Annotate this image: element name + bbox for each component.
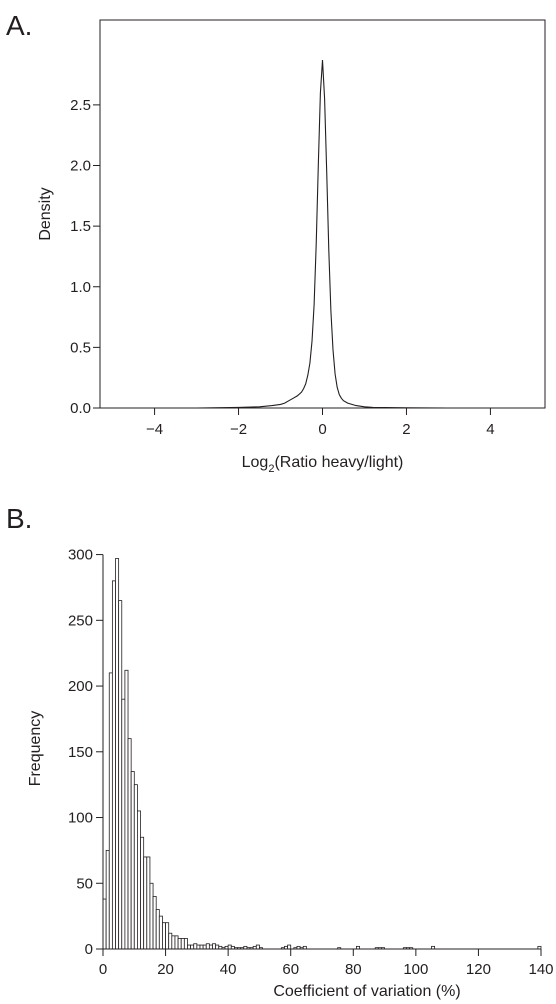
x-tick-label: 120	[466, 961, 491, 978]
histogram-bar	[196, 944, 201, 950]
histogram-bar	[212, 943, 217, 950]
x-tick-label: 2	[402, 421, 410, 438]
y-tick-label: 0.5	[70, 339, 91, 356]
panel-label-a: A.	[6, 10, 33, 41]
plot-frame	[99, 19, 546, 409]
x-tick-label: 40	[220, 961, 237, 978]
x-tick-label: 100	[403, 961, 428, 978]
histogram-bar	[174, 935, 179, 950]
histogram-bar	[158, 915, 163, 950]
histogram-bar	[168, 932, 173, 950]
y-tick-label: 150	[68, 744, 93, 761]
histogram-bar	[149, 882, 154, 950]
y-tick-label: 300	[68, 547, 93, 564]
histogram-bar	[227, 944, 232, 950]
histogram-bar	[180, 938, 185, 950]
y-tick-label: 2.5	[70, 97, 91, 114]
histogram-bar	[287, 944, 292, 950]
histogram-bar	[140, 836, 145, 950]
x-tick-label: 4	[486, 421, 494, 438]
histogram-bar	[133, 784, 138, 950]
y-tick-label: 0.0	[70, 400, 91, 417]
histogram-bar	[155, 909, 160, 950]
histogram-bar	[255, 944, 260, 950]
histogram-bar	[115, 558, 120, 950]
x-axis-label-subscript: 2	[268, 463, 274, 475]
x-axis-label: Log2(Ratio heavy/light)	[242, 454, 404, 475]
histogram-bar	[187, 944, 192, 950]
histogram-bar	[215, 944, 220, 950]
x-tick-label: 80	[345, 961, 362, 978]
histogram-bar	[183, 938, 188, 950]
histogram-bar	[127, 738, 132, 950]
x-tick-label: 0	[99, 961, 107, 978]
x-tick-label: 20	[157, 961, 174, 978]
y-tick-label: 250	[68, 612, 93, 629]
histogram-bar	[124, 669, 129, 950]
y-tick-label: 1.5	[70, 218, 91, 235]
histogram-bar	[199, 944, 204, 950]
y-tick-label: 100	[68, 810, 93, 827]
histogram-bar	[121, 698, 126, 950]
histogram-bar	[171, 935, 176, 950]
histogram-bar	[105, 849, 110, 950]
histogram-bar	[193, 943, 198, 950]
density-line	[100, 59, 545, 409]
histogram-bar	[146, 856, 151, 950]
histogram-bar	[118, 600, 123, 950]
histogram-bar	[162, 922, 166, 950]
histogram-bar	[208, 944, 213, 950]
histogram-bar	[177, 938, 182, 950]
x-tick-label: 60	[282, 961, 299, 978]
histogram-bar	[111, 580, 116, 950]
x-tick-label: −2	[230, 421, 247, 438]
x-axis-label: Coefficient of variation (%)	[273, 983, 460, 1000]
histogram-bar	[130, 771, 135, 950]
histogram-bar	[202, 944, 207, 950]
histogram-bar	[143, 856, 148, 950]
x-axis-label-rest: (Ratio heavy/light)	[274, 454, 403, 471]
density-chart: 0.00.51.01.52.02.5−4 −2 0 2 4DensityLog2(Rat…	[37, 19, 546, 475]
histogram-bar	[190, 944, 195, 950]
y-tick-label: 2.0	[70, 158, 91, 175]
histogram-bar	[165, 922, 170, 950]
x-axis-label-main: Log	[242, 454, 269, 471]
y-axis-label: Frequency	[27, 711, 44, 787]
x-tick-label: −4	[146, 421, 163, 438]
histogram-chart: 0 50 100 150 200 250 300 0 20 40 60 80 100 120 140 Freq…	[27, 547, 554, 1000]
x-tick-label: 140	[528, 961, 553, 978]
y-tick-label: 0	[85, 941, 93, 958]
y-tick-label: 1.0	[70, 279, 91, 296]
panel-label-b: B.	[6, 503, 33, 534]
y-tick-label: 50	[76, 875, 93, 892]
histogram-bar	[152, 896, 157, 950]
histogram-bar	[137, 810, 141, 950]
histogram-bar	[205, 943, 210, 950]
y-tick-label: 200	[68, 678, 93, 695]
y-axis-label: Density	[37, 187, 54, 240]
x-tick-label: 0	[318, 421, 326, 438]
histogram-bar	[108, 672, 113, 950]
